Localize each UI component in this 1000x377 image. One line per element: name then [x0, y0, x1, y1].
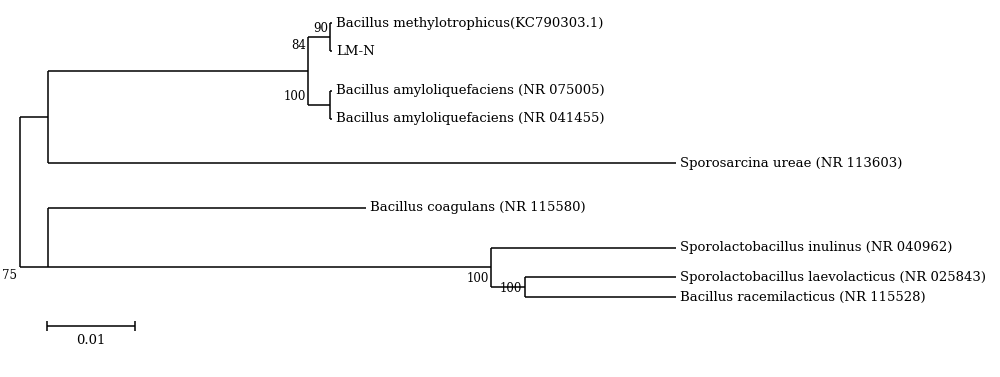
- Text: Bacillus racemilacticus (NR 115528): Bacillus racemilacticus (NR 115528): [680, 291, 926, 304]
- Text: 0.01: 0.01: [76, 334, 105, 347]
- Text: Bacillus amyloliquefaciens (NR 041455): Bacillus amyloliquefaciens (NR 041455): [336, 112, 605, 125]
- Text: LM-N: LM-N: [336, 44, 375, 58]
- Text: 90: 90: [313, 22, 328, 35]
- Text: Bacillus amyloliquefaciens (NR 075005): Bacillus amyloliquefaciens (NR 075005): [336, 84, 605, 97]
- Text: Bacillus coagulans (NR 115580): Bacillus coagulans (NR 115580): [370, 201, 585, 215]
- Text: 100: 100: [500, 282, 522, 295]
- Text: 75: 75: [2, 270, 17, 282]
- Text: Sporolactobacillus inulinus (NR 040962): Sporolactobacillus inulinus (NR 040962): [680, 241, 953, 254]
- Text: 84: 84: [291, 39, 306, 52]
- Text: Bacillus methylotrophicus(KC790303.1): Bacillus methylotrophicus(KC790303.1): [336, 17, 604, 30]
- Text: Sporolactobacillus laevolacticus (NR 025843): Sporolactobacillus laevolacticus (NR 025…: [680, 271, 986, 284]
- Text: Sporosarcina ureae (NR 113603): Sporosarcina ureae (NR 113603): [680, 157, 903, 170]
- Text: 100: 100: [466, 272, 489, 285]
- Text: 100: 100: [284, 90, 306, 103]
